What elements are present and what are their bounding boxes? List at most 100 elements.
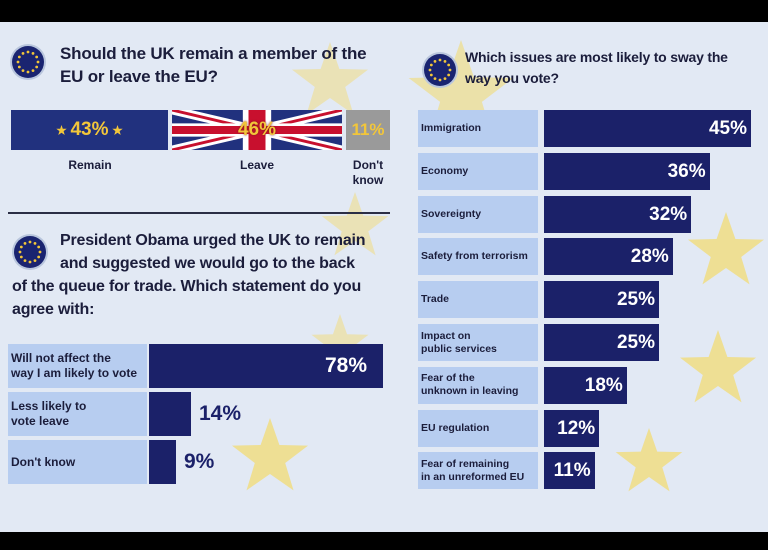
statement-label-line: Less likely to: [11, 399, 87, 413]
question-1-line-2: EU or leave the EU?: [60, 67, 218, 86]
leave-value-label: 46%: [237, 119, 277, 140]
eu-flag-icon: [14, 236, 46, 268]
star-icon: [56, 124, 68, 135]
statement-value-label: 78%: [325, 354, 368, 377]
statement-label-line: way I am likely to vote: [11, 366, 138, 380]
star-icon: [111, 124, 123, 135]
background-star-icon: [687, 212, 765, 285]
statement-label-line: Don't know: [11, 454, 76, 469]
eu-flag-icon: [12, 46, 44, 78]
issue-label: Trade: [418, 281, 538, 319]
statement-label-text: Less likely to vote leave: [11, 399, 86, 429]
issue-value-label: 25%: [616, 289, 655, 311]
statement-label-line: Will not affect the: [11, 351, 111, 365]
background-star-icon: [615, 428, 683, 492]
leave-segment: 46%: [172, 110, 342, 150]
question-2-line-3: of the queue for trade. Which statement …: [12, 278, 362, 295]
issue-label-line: Economy: [421, 164, 469, 177]
issue-label-line: public services: [421, 342, 497, 355]
issue-value-label: 45%: [708, 118, 747, 139]
leave-label: Leave: [239, 158, 275, 172]
dont-know-segment: 11%: [346, 110, 390, 150]
issue-value-label: 25%: [616, 332, 655, 353]
issue-label-text: Fear of the unknown in leaving: [421, 372, 518, 398]
issue-label: Economy: [418, 152, 538, 190]
issue-value-label: 32%: [649, 203, 688, 225]
infographic-canvas: Should the UK remain a member of the EU …: [0, 22, 768, 532]
statement-label: Less likely to vote leave: [8, 392, 147, 436]
issue-bar: [544, 152, 710, 190]
question-2-line-4: agree with:: [12, 301, 95, 318]
issue-bar: [544, 281, 659, 319]
issue-label-line: Trade: [421, 293, 450, 306]
issue-label-text: Trade: [421, 293, 449, 306]
dont-know-label: Don't know: [340, 158, 396, 188]
issue-bar: [544, 409, 600, 447]
issue-label-line: in an unreformed EU: [421, 470, 525, 483]
background-star-icon: [679, 330, 757, 403]
issue-label: Sovereignty: [418, 195, 538, 233]
statement-bar: [149, 440, 176, 484]
statement-label: Will not affect the way I am likely to vo…: [8, 344, 147, 388]
question-1-line-1: Should the UK remain a member of the: [60, 44, 367, 63]
dont-know-value-label: 11%: [351, 120, 385, 139]
issues-question-line-1: Which issues are most likely to sway the: [465, 49, 728, 65]
statement-label-text: Don't know: [11, 455, 75, 470]
issue-label: Fear of the unknown in leaving: [418, 366, 538, 404]
issues-question-line-2: way you vote?: [465, 70, 559, 86]
statement-bar: [149, 344, 383, 388]
dont-know-label-line-1: Don't: [352, 158, 384, 172]
issue-label-line: Immigration: [421, 122, 482, 134]
issue-label: Impact on public services: [418, 324, 538, 361]
section-divider: [8, 212, 390, 214]
issue-label: Immigration: [418, 110, 538, 147]
background-star-icon: [231, 418, 309, 491]
issue-bar: [544, 238, 673, 276]
issue-bar: [544, 452, 595, 490]
issue-value-label: 18%: [584, 374, 623, 396]
issue-label: Fear of remaining in an unreformed EU: [418, 452, 538, 490]
issue-label-text: Economy: [421, 165, 468, 178]
eu-stars-ring: [18, 240, 42, 264]
issue-bar: [544, 324, 659, 361]
dont-know-label-line-2: know: [352, 173, 384, 187]
issue-bar: [544, 195, 692, 233]
statement-value-label: 9%: [184, 450, 215, 473]
issue-value-label: 28%: [630, 246, 669, 268]
union-jack-icon: [172, 110, 342, 150]
eu-stars-ring: [16, 50, 40, 74]
issue-label-text: EU regulation: [421, 422, 489, 435]
issue-label: Safety from terrorism: [418, 238, 538, 276]
issue-value-label: 36%: [667, 160, 706, 182]
question-2-line-1: President Obama urged the UK to remain: [60, 232, 366, 249]
issue-label-text: Immigration: [421, 122, 481, 135]
issue-label-line: Safety from terrorism: [421, 250, 528, 263]
statement-value-label: 14%: [199, 402, 242, 425]
issue-value-label: 12%: [557, 417, 596, 439]
issue-label-line: Sovereignty: [421, 207, 482, 220]
issue-label-text: Sovereignty: [421, 208, 481, 221]
issue-label-line: EU regulation: [421, 421, 490, 434]
issue-label-line: Impact on: [421, 329, 471, 342]
issue-label-text: Fear of remaining in an unreformed EU: [421, 458, 524, 484]
question-2-line-2: and suggested we would go to the back: [60, 255, 355, 272]
remain-label: Remain: [68, 158, 112, 172]
background-star-icon: [321, 192, 389, 256]
eu-stars-ring: [428, 58, 452, 82]
statement-label-line: vote leave: [11, 414, 70, 428]
issue-label-text: Impact on public services: [421, 330, 497, 356]
issue-label-line: Fear of the: [421, 372, 475, 385]
eu-flag-icon: [424, 54, 456, 86]
remain-segment: 43%: [11, 110, 168, 150]
statement-bar: [149, 392, 191, 436]
issue-label: EU regulation: [418, 409, 538, 447]
issue-label-text: Safety from terrorism: [421, 250, 528, 263]
issue-bar: [544, 366, 627, 404]
issue-label-line: Fear of remaining: [421, 457, 510, 470]
statement-label: Don't know: [8, 440, 147, 484]
remain-value-label: 43%: [70, 119, 109, 140]
issue-label-line: unknown in leaving: [421, 385, 519, 398]
issue-value-label: 11%: [553, 460, 591, 482]
issue-bar: [544, 110, 751, 147]
statement-label-text: Will not affect the way I am likely to vo…: [11, 351, 137, 381]
